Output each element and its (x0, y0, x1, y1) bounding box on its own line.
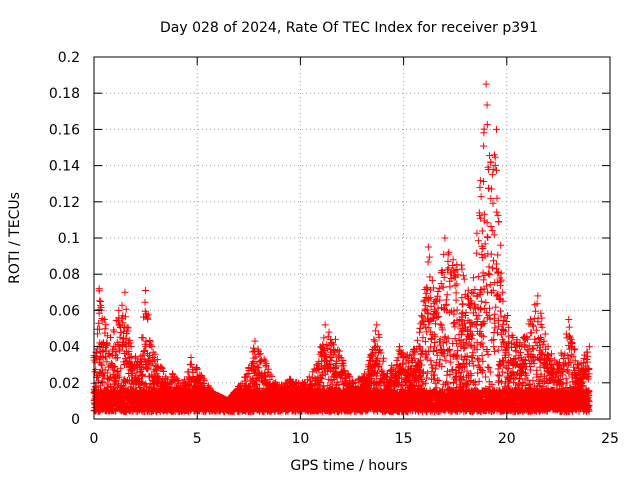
data-point (115, 373, 123, 381)
data-point (95, 369, 103, 377)
data-point (126, 361, 134, 369)
data-point (117, 364, 125, 372)
data-point (103, 341, 111, 349)
data-point (126, 353, 134, 361)
data-point (108, 359, 116, 367)
data-point (142, 337, 150, 345)
data-point (93, 330, 101, 338)
data-point (103, 358, 111, 366)
data-point (103, 380, 111, 388)
data-point (140, 347, 148, 355)
data-point (102, 321, 110, 329)
data-point (139, 379, 147, 387)
data-point (114, 370, 122, 378)
data-point (105, 375, 113, 383)
data-point (116, 333, 124, 341)
data-point (110, 328, 118, 336)
data-point (144, 311, 152, 319)
data-point (141, 298, 149, 306)
data-point (103, 332, 111, 340)
data-point (96, 297, 104, 305)
data-point (132, 353, 140, 361)
data-point (139, 372, 147, 380)
data-point (101, 325, 109, 333)
data-point (122, 305, 130, 313)
data-point (118, 301, 126, 309)
data-point (121, 313, 129, 321)
data-point (126, 339, 134, 347)
data-point (92, 365, 100, 373)
data-point (111, 363, 119, 371)
data-point (122, 378, 130, 386)
data-point (116, 347, 124, 355)
data-point (146, 338, 154, 346)
data-point (127, 360, 135, 368)
data-points (90, 80, 593, 416)
data-point (104, 374, 112, 382)
data-point (124, 324, 132, 332)
data-point (110, 366, 118, 374)
data-point (125, 348, 133, 356)
data-point (119, 319, 127, 327)
data-point (139, 351, 147, 359)
data-point (123, 323, 131, 331)
data-point (143, 365, 151, 373)
data-point (140, 355, 148, 363)
data-point (114, 380, 122, 388)
data-point (114, 354, 122, 362)
data-point (98, 361, 106, 369)
grid-lines (94, 57, 610, 419)
data-point (139, 334, 147, 342)
data-point (98, 377, 106, 385)
data-point (144, 364, 152, 372)
